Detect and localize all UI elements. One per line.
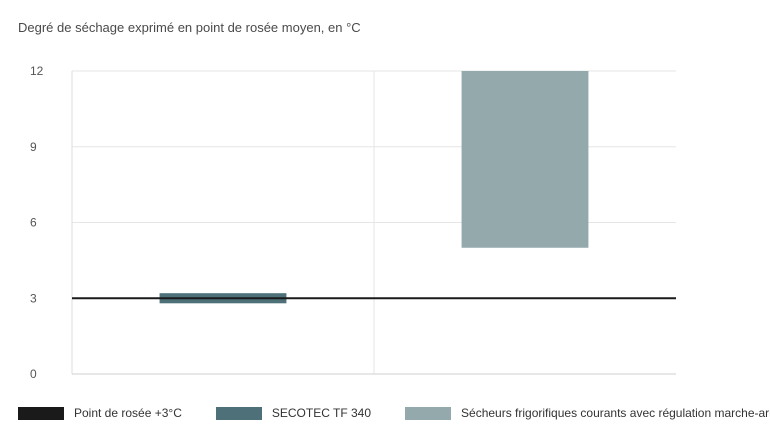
legend-item-conventional: Sécheurs frigorifiques courants avec rég… [405,406,770,420]
legend-label-reference: Point de rosée +3°C [74,406,182,420]
legend-swatch-conventional [405,406,452,420]
legend: Point de rosée +3°C SECOTEC TF 340 Séche… [18,406,770,420]
legend-label-secotec: SECOTEC TF 340 [271,406,372,420]
legend-item-secotec: SECOTEC TF 340 [215,406,372,420]
y-tick-label-12: 12 [30,64,44,78]
y-tick-label-0: 0 [30,367,37,381]
chart-title: Degré de séchage exprimé en point de ros… [18,20,361,35]
legend-label-conventional: Sécheurs frigorifiques courants avec rég… [461,406,770,420]
y-tick-label-6: 6 [30,216,37,230]
legend-swatch-secotec [215,406,262,420]
y-tick-label-3: 3 [30,291,37,305]
legend-swatch-reference [18,406,64,420]
y-tick-label-9: 9 [30,140,37,154]
bar-conventional [461,71,589,248]
legend-item-reference: Point de rosée +3°C [18,406,182,420]
